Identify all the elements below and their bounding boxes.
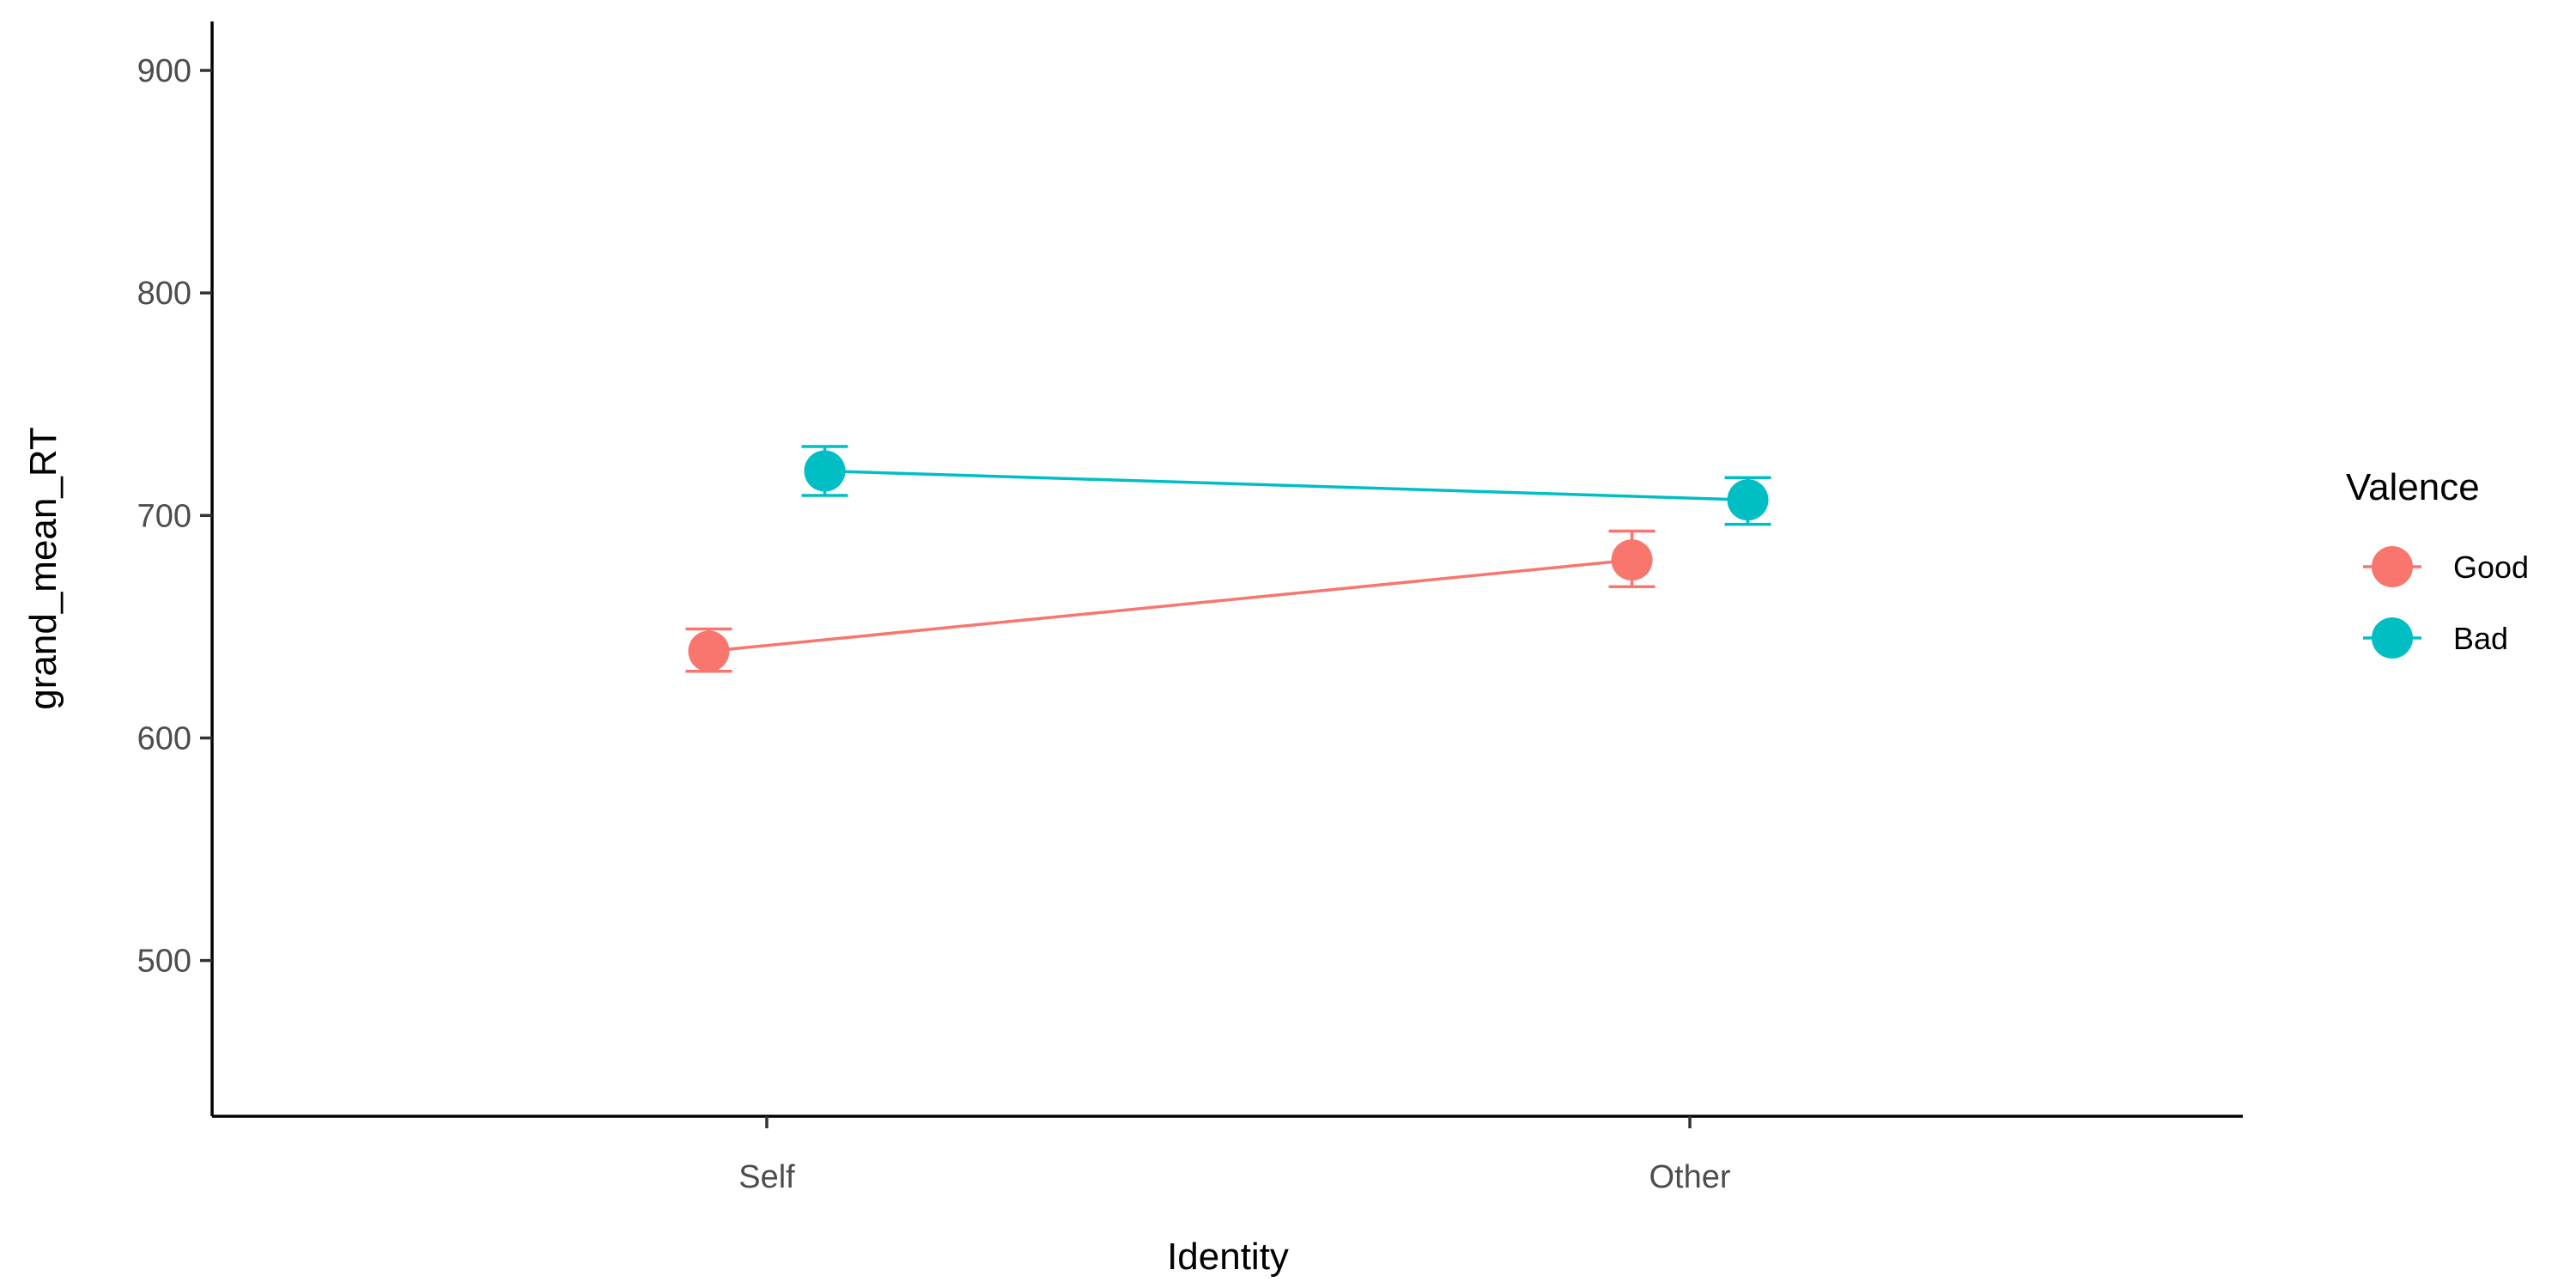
y-tick-label: 500 xyxy=(137,944,191,980)
axes xyxy=(210,21,2243,1118)
data-point xyxy=(1611,539,1653,581)
legend-label: Good xyxy=(2453,550,2529,585)
y-tick-label: 800 xyxy=(137,276,191,312)
data-point xyxy=(804,450,846,492)
legend-label: Bad xyxy=(2453,621,2508,656)
legend-item-bad: Bad xyxy=(2363,617,2508,659)
data-point xyxy=(1727,479,1769,521)
legend-key-point xyxy=(2372,546,2413,587)
legend: Valence Good Bad xyxy=(2346,466,2529,659)
y-tick-label: 700 xyxy=(137,498,191,534)
legend-title: Valence xyxy=(2346,466,2480,508)
legend-item-good: Good xyxy=(2363,546,2529,587)
legend-key-point xyxy=(2372,617,2413,659)
y-ticks: 500 600 700 800 900 xyxy=(137,53,212,980)
x-axis-title: Identity xyxy=(1167,1236,1289,1278)
y-axis-title: grand_mean_RT xyxy=(22,427,64,709)
x-tick-label: Other xyxy=(1649,1159,1730,1195)
data-point xyxy=(688,630,730,672)
y-tick-label: 600 xyxy=(137,720,191,756)
x-ticks: Self Other xyxy=(738,1116,1731,1195)
series-line-good xyxy=(708,558,1632,653)
x-tick-label: Self xyxy=(738,1159,795,1195)
series-line-bad xyxy=(824,469,1748,501)
plot-area xyxy=(685,445,1771,673)
y-tick-label: 900 xyxy=(137,53,191,89)
